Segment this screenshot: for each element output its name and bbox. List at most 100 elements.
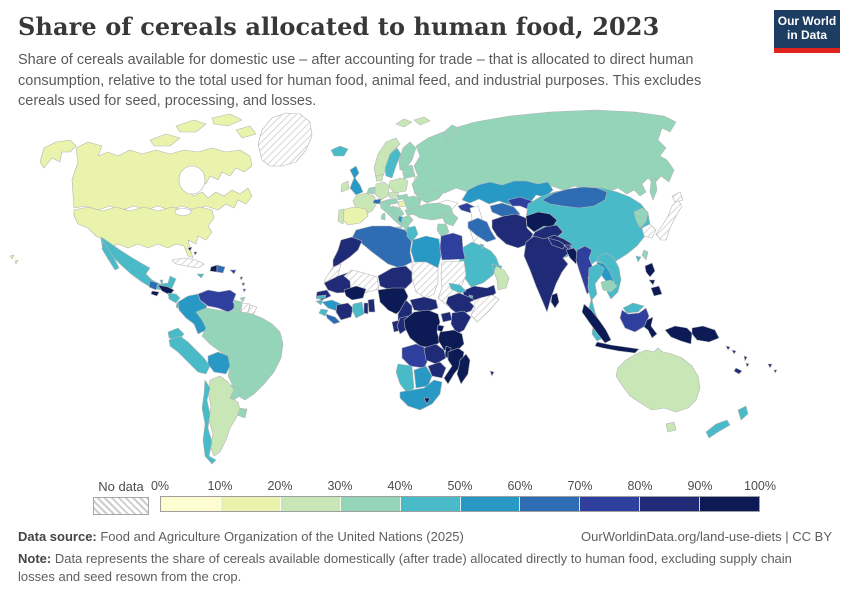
country-fiji-2[interactable]	[773, 369, 778, 374]
country-drc[interactable]	[403, 309, 441, 349]
country-mexico-baja[interactable]	[101, 240, 120, 271]
country-philippines-luzon[interactable]	[644, 262, 656, 278]
country-cambodia[interactable]	[600, 279, 618, 293]
country-bhutan[interactable]	[563, 244, 572, 251]
country-iceland[interactable]	[330, 145, 349, 157]
country-haiti[interactable]	[209, 264, 218, 273]
owid-logo[interactable]: Our World in Data	[774, 10, 840, 53]
country-antilles-3[interactable]	[242, 288, 247, 293]
country-morocco[interactable]	[332, 236, 363, 269]
country-ireland[interactable]	[340, 180, 350, 193]
country-austria[interactable]	[385, 197, 399, 206]
country-fiji-1[interactable]	[767, 363, 773, 369]
country-japan[interactable]	[655, 199, 683, 241]
country-madagascar[interactable]	[456, 353, 471, 385]
country-jamaica[interactable]	[196, 273, 205, 279]
country-tunisia[interactable]	[406, 225, 419, 243]
country-bahamas[interactable]	[187, 246, 193, 252]
country-somalia[interactable]	[469, 294, 500, 323]
country-svalbard[interactable]	[395, 118, 413, 128]
country-sri-lanka[interactable]	[550, 292, 560, 309]
country-finland[interactable]	[398, 141, 417, 171]
country-sierra-leone[interactable]	[318, 308, 329, 317]
country-usa[interactable]	[73, 206, 215, 259]
country-brazil[interactable]	[195, 307, 284, 401]
country-svalbard-2[interactable]	[413, 116, 431, 126]
country-rwanda-burundi[interactable]	[436, 324, 445, 333]
country-chile[interactable]	[201, 379, 217, 465]
country-germany[interactable]	[374, 181, 390, 201]
country-lesotho[interactable]	[423, 397, 431, 405]
country-ivory-coast[interactable]	[335, 302, 354, 321]
country-poland[interactable]	[388, 177, 409, 194]
legend-bin-7[interactable]	[520, 497, 581, 511]
no-data-swatch[interactable]	[93, 497, 149, 515]
country-hawaii-2[interactable]	[14, 259, 19, 265]
country-canada[interactable]	[71, 141, 253, 211]
country-puerto-rico[interactable]	[229, 269, 237, 275]
country-west-papua[interactable]	[664, 325, 693, 345]
legend-bin-3[interactable]	[280, 497, 341, 511]
country-angola[interactable]	[401, 343, 429, 369]
country-australia[interactable]	[615, 347, 701, 413]
country-vanuatu-1[interactable]	[743, 355, 748, 362]
country-botswana[interactable]	[413, 365, 433, 389]
country-new-zealand-north[interactable]	[737, 405, 749, 421]
country-alaska[interactable]	[39, 139, 77, 169]
country-solomon-1[interactable]	[725, 345, 731, 351]
country-el-salvador[interactable]	[150, 290, 160, 297]
country-sumatra[interactable]	[581, 303, 612, 344]
country-denmark[interactable]	[375, 173, 384, 182]
country-cuba[interactable]	[171, 257, 205, 269]
country-antilles-2[interactable]	[241, 282, 246, 287]
legend-no-data[interactable]: No data	[93, 479, 149, 515]
country-java[interactable]	[594, 341, 640, 354]
country-malaysia-borneo[interactable]	[622, 302, 645, 314]
country-iraq[interactable]	[467, 217, 497, 243]
country-sweden[interactable]	[384, 147, 402, 179]
country-kenya[interactable]	[450, 310, 472, 335]
country-philippines-mindanao[interactable]	[650, 285, 663, 297]
country-canada-arctic-1[interactable]	[149, 133, 181, 147]
country-taiwan[interactable]	[641, 249, 649, 261]
country-japan-hokkaido[interactable]	[671, 191, 684, 203]
country-guatemala[interactable]	[148, 280, 159, 291]
legend-bin-9[interactable]	[640, 497, 701, 511]
country-benelux[interactable]	[366, 186, 376, 195]
country-vanuatu-2[interactable]	[745, 362, 750, 368]
country-sakhalin[interactable]	[649, 177, 658, 201]
country-zambia[interactable]	[423, 343, 447, 365]
country-new-caledonia[interactable]	[733, 367, 743, 375]
country-egypt[interactable]	[439, 232, 466, 261]
country-antilles-1[interactable]	[239, 276, 244, 281]
legend-bin-1[interactable]	[161, 497, 221, 511]
country-car[interactable]	[409, 296, 439, 313]
legend-bin-8[interactable]	[580, 497, 641, 511]
country-bahamas-2[interactable]	[193, 251, 198, 256]
country-albania[interactable]	[397, 215, 404, 224]
country-peru[interactable]	[168, 335, 211, 375]
legend-bin-2[interactable]	[220, 497, 281, 511]
citation-link[interactable]: OurWorldinData.org/land-use-diets | CC B…	[581, 529, 832, 544]
country-north-korea[interactable]	[633, 207, 649, 229]
country-liberia[interactable]	[325, 313, 341, 325]
country-canada-arctic-2[interactable]	[175, 119, 207, 133]
country-balkans[interactable]	[391, 205, 405, 219]
country-papua-new-guinea[interactable]	[691, 325, 720, 343]
country-burkina-faso[interactable]	[343, 285, 367, 301]
country-new-zealand-south[interactable]	[705, 419, 731, 439]
country-belize[interactable]	[159, 279, 164, 286]
country-namibia[interactable]	[395, 363, 415, 395]
country-tasmania[interactable]	[665, 421, 677, 433]
country-solomon-2[interactable]	[731, 349, 737, 355]
legend-bin-4[interactable]	[340, 497, 401, 511]
country-portugal[interactable]	[337, 208, 345, 225]
country-south-africa[interactable]	[399, 379, 443, 411]
country-mozambique[interactable]	[443, 347, 465, 385]
country-switzerland[interactable]	[372, 198, 382, 205]
country-tanzania[interactable]	[437, 329, 465, 353]
country-sardinia[interactable]	[380, 212, 386, 221]
country-trinidad[interactable]	[239, 296, 246, 303]
country-ethiopia[interactable]	[445, 292, 478, 316]
country-benin[interactable]	[367, 298, 376, 313]
